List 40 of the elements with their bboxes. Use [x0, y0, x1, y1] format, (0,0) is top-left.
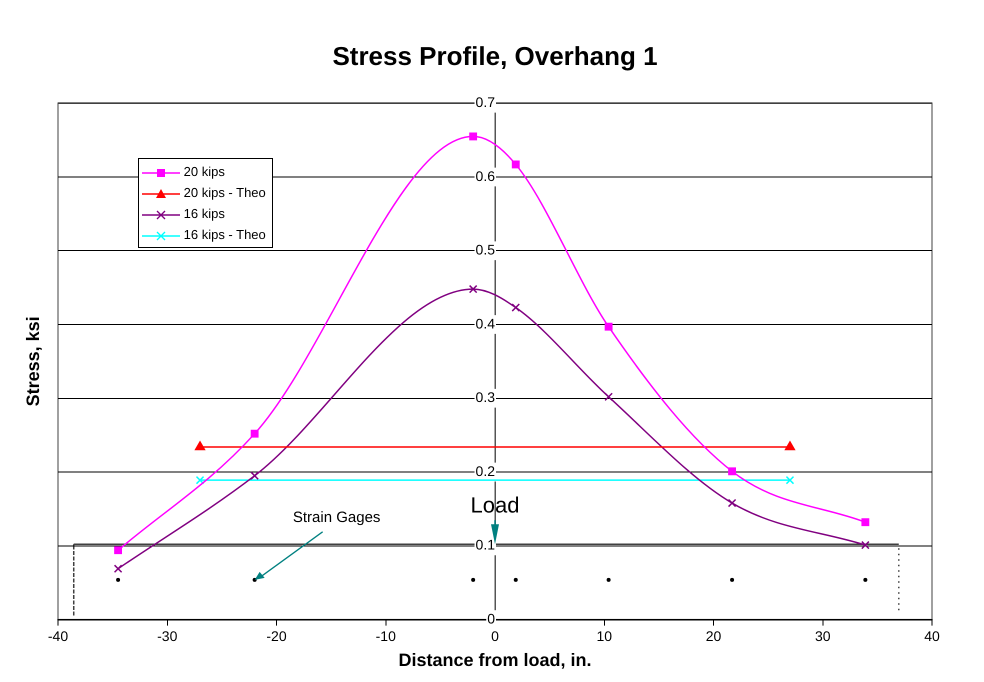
x-tick-label: 10: [596, 628, 612, 644]
point: [114, 564, 122, 573]
point: [114, 546, 122, 554]
annotation: Strain Gages: [292, 508, 380, 526]
y-axis-title: Stress, ksi: [22, 316, 43, 406]
y-tick-label: 0.2: [476, 462, 496, 479]
y-tick-label: 0: [487, 610, 496, 626]
point: [728, 467, 736, 476]
point: [861, 518, 870, 526]
x-tick-label: 20: [706, 628, 722, 644]
y-tick-label: 0.4: [476, 315, 496, 332]
point: [861, 540, 870, 550]
x-tick-label: 30: [814, 628, 831, 644]
point: [469, 132, 478, 140]
y-tick-label: 0.7: [476, 94, 496, 110]
x-tick-label: -10: [376, 628, 396, 644]
point: [728, 498, 736, 508]
point: [512, 160, 520, 168]
chart-title: Stress Profile, Overhang 1: [332, 40, 658, 71]
point: [604, 392, 613, 402]
point: [786, 476, 794, 484]
legend-label: 20 kips: [184, 164, 225, 180]
x-tick-label: -20: [266, 628, 287, 644]
x-tick-label: 40: [924, 628, 940, 644]
x-axis-title: Distance from load, in.: [398, 650, 592, 670]
point: [196, 476, 204, 484]
y-tick-label: 0.5: [476, 242, 496, 258]
x-tick-label: -30: [157, 628, 178, 644]
point: [604, 322, 613, 331]
point: [468, 284, 478, 294]
y-tick-label: 0.1: [476, 536, 496, 553]
y-tick-label: 0.3: [476, 389, 496, 406]
legend-label: 16 kips: [184, 206, 225, 222]
legend-label: 20 kips - Theo: [184, 185, 266, 200]
x-tick-label: -40: [48, 628, 68, 644]
point: [511, 303, 520, 312]
legend-label: 16 kips - Theo: [184, 227, 266, 242]
point: [250, 471, 259, 480]
y-tick-label: 0.6: [476, 168, 496, 184]
point: [250, 430, 259, 438]
